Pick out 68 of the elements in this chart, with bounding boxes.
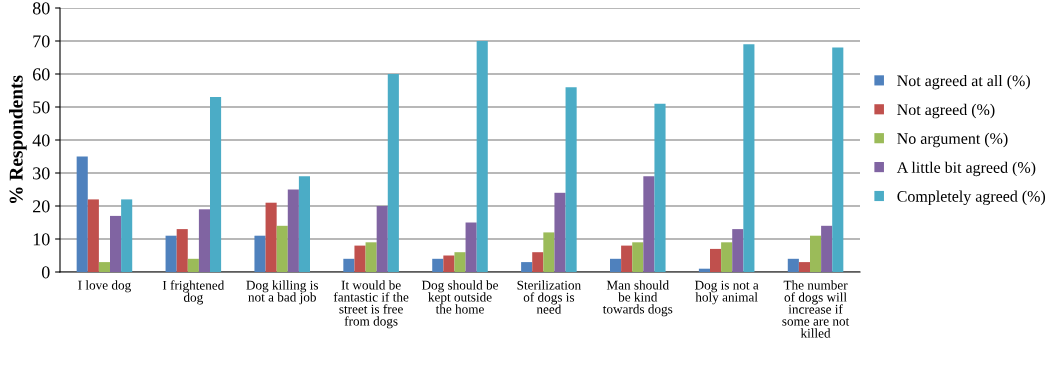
y-tick-label: 40 <box>32 134 50 147</box>
bar <box>121 199 133 272</box>
bar <box>354 245 366 272</box>
bar <box>476 41 488 272</box>
y-tick-label: 0 <box>41 266 50 279</box>
bar <box>632 242 644 272</box>
y-tick-label: 20 <box>33 200 50 213</box>
bar <box>643 176 655 272</box>
x-tick-label: The number of dogs will increase if some are not killed <box>782 280 850 338</box>
bar <box>821 225 833 272</box>
bar <box>832 47 844 272</box>
bar <box>721 242 733 272</box>
x-tick-label: Dog killing is not a bad job <box>246 280 319 305</box>
bar <box>298 176 310 272</box>
x-tick-label: Man should be kind towards dogs <box>602 280 673 317</box>
y-tick-label: 50 <box>33 101 50 114</box>
bar <box>76 156 88 272</box>
x-tick-label: Dog should be kept outside the home <box>421 280 499 314</box>
bar <box>443 255 455 272</box>
x-tick-label: It would be fantastic if the street is free from dogs <box>333 280 409 329</box>
y-axis-title: % Respondents <box>9 75 27 204</box>
bar <box>87 199 99 272</box>
bar <box>565 87 577 272</box>
bar <box>610 258 622 272</box>
bar <box>198 209 210 272</box>
bar <box>343 258 355 272</box>
bar <box>787 258 799 272</box>
bar <box>165 235 177 272</box>
y-tick-label: 10 <box>33 233 50 246</box>
bar <box>376 206 388 272</box>
legend-label: A little bit agreed (%) <box>896 161 1036 177</box>
bar <box>276 225 288 272</box>
bar <box>254 235 266 272</box>
bar <box>265 202 277 272</box>
y-tick-label: 30 <box>33 167 50 180</box>
bar <box>710 248 722 272</box>
legend-label: Completely agreed (%) <box>897 190 1046 206</box>
legend-label: No argument (%) <box>897 132 1008 148</box>
bar <box>210 97 222 272</box>
bar <box>732 229 744 272</box>
x-tick-label: Sterilization of dogs is need <box>517 280 581 314</box>
bar <box>98 262 110 272</box>
bar <box>798 262 810 272</box>
y-tick-label: 60 <box>33 68 50 81</box>
bar <box>810 235 822 272</box>
legend-label: Not agreed (%) <box>897 103 995 119</box>
bar <box>543 232 555 272</box>
bar <box>743 44 755 272</box>
bar <box>621 245 633 272</box>
x-tick-label: Dog is not a holy animal <box>694 280 759 305</box>
bar <box>521 262 533 272</box>
bar <box>554 192 566 272</box>
bar <box>432 258 444 272</box>
x-tick-label: I love dog <box>78 280 131 293</box>
bar <box>465 222 477 272</box>
bar <box>176 229 188 272</box>
bar <box>110 215 122 272</box>
x-tick-label: I frightened dog <box>162 280 225 305</box>
bar <box>387 74 399 272</box>
bar <box>532 252 544 272</box>
bar <box>654 103 666 272</box>
bar <box>365 242 377 272</box>
bar <box>287 189 299 272</box>
bar <box>187 258 199 272</box>
y-tick-label: 80 <box>32 2 50 15</box>
bar <box>454 252 466 272</box>
legend-label: Not agreed at all (%) <box>897 74 1030 90</box>
y-tick-label: 70 <box>33 35 50 48</box>
